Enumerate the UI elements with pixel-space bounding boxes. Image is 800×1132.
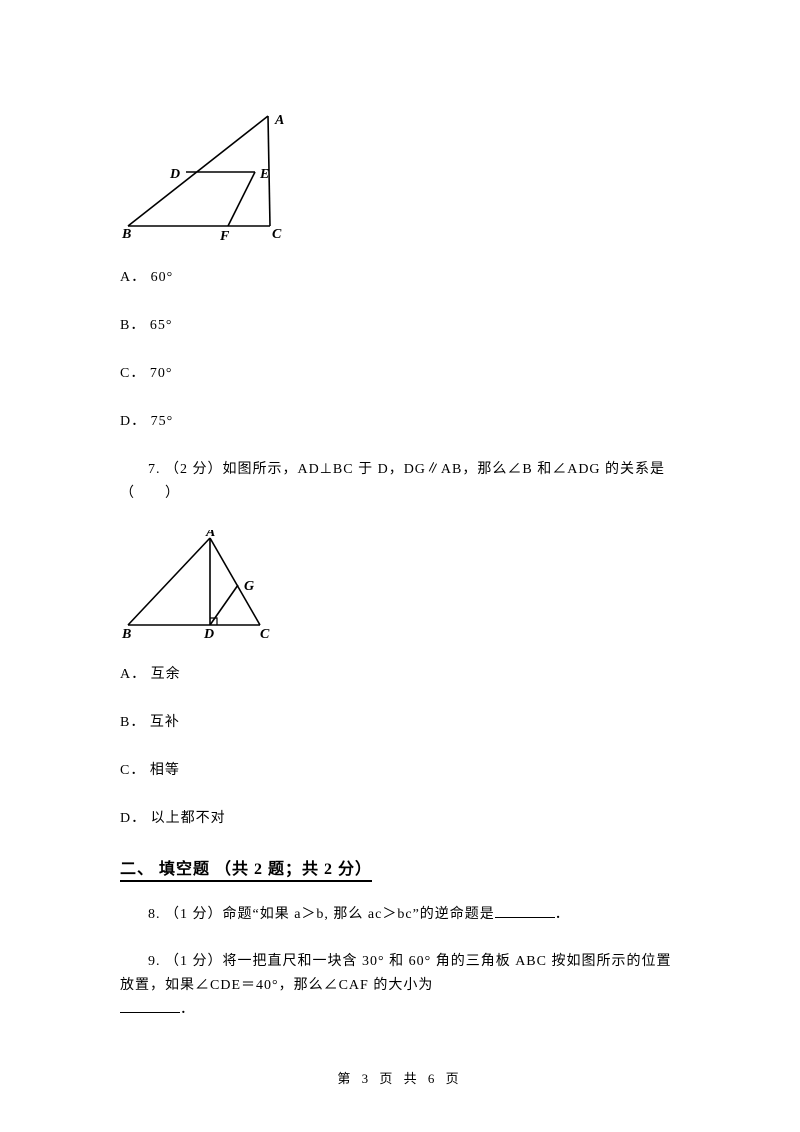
q6-option-d: D． 75° [120, 410, 680, 430]
q8-text: 8. （1 分）命题“如果 a＞b, 那么 ac＞bc”的逆命题是 ． [120, 903, 680, 927]
q9-text: 9. （1 分）将一把直尺和一块含 30° 和 60° 角的三角板 ABC 按如… [120, 950, 680, 1021]
svg-text:A: A [205, 530, 215, 540]
svg-text:D: D [169, 167, 180, 182]
q6-option-a: A． 60° [120, 266, 680, 286]
page-footer: 第 3 页 共 6 页 [0, 1068, 800, 1087]
q7-option-d: D． 以上都不对 [120, 807, 680, 827]
q7-option-c: C． 相等 [120, 759, 680, 779]
q6-option-b: B． 65° [120, 314, 680, 334]
figure-q7: A B C D G [120, 530, 680, 645]
q7-option-b: B． 互补 [120, 711, 680, 731]
svg-text:D: D [203, 627, 214, 640]
q9-blank [120, 999, 180, 1013]
q8-after: ． [555, 907, 570, 922]
q6-option-c: C． 70° [120, 362, 680, 382]
svg-text:B: B [121, 227, 131, 242]
q8-before: 8. （1 分）命题“如果 a＞b, 那么 ac＞bc”的逆命题是 [148, 907, 495, 922]
svg-text:A: A [274, 113, 284, 128]
svg-text:E: E [259, 167, 269, 182]
svg-text:C: C [272, 227, 282, 242]
q9-before: 9. （1 分）将一把直尺和一块含 30° 和 60° 角的三角板 ABC 按如… [120, 950, 680, 998]
q8-blank [495, 904, 555, 918]
q9-after: ． [180, 1002, 195, 1017]
svg-text:F: F [219, 229, 230, 243]
q7-text: 7. （2 分）如图所示，AD⊥BC 于 D，DG∥AB，那么∠B 和∠ADG … [120, 458, 680, 506]
svg-text:C: C [260, 627, 270, 640]
figure-q6: A B C D E F [120, 108, 680, 248]
section2-title: 二、 填空题 （共 2 题；共 2 分） [120, 855, 680, 879]
svg-text:B: B [121, 627, 131, 640]
svg-text:G: G [244, 579, 254, 594]
q7-option-a: A． 互余 [120, 663, 680, 683]
